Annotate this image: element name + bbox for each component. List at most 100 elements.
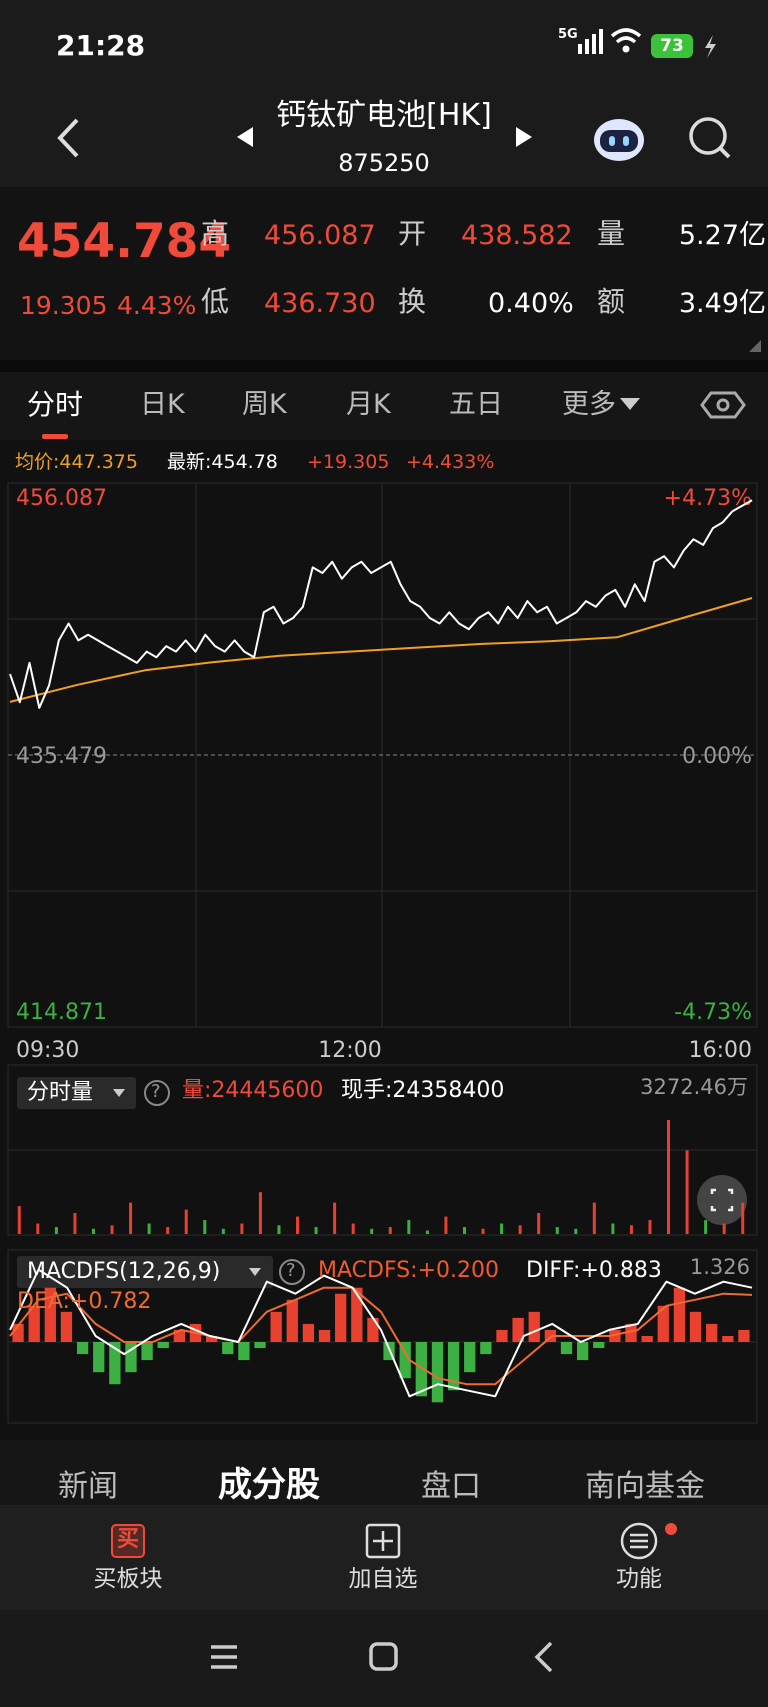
sub-tab[interactable]: 成分股 [218,1465,320,1505]
macd-bar [576,1342,589,1361]
volume-bar [240,1223,244,1234]
macd-bar [738,1329,750,1342]
action-label[interactable]: 功能 [616,1566,662,1592]
macd-bar [722,1335,734,1342]
stat-label: 开 [398,217,427,250]
macd-menu[interactable]: MACDFS(12,26,9) [27,1259,221,1284]
macd-bar [351,1287,363,1342]
last-price: 454.784 [17,214,232,269]
macd-bar [318,1329,331,1342]
stat-label: 低 [201,285,230,318]
latest-price: 最新:454.78 [167,451,278,473]
battery-level: 73 [660,36,684,56]
volume-bar [333,1202,337,1234]
pct-label: 0.00% [682,744,752,769]
volume-max: 3272.46万 [640,1075,748,1099]
stat-value: 436.730 [264,288,376,319]
avg-price: 均价:447.375 [15,451,138,473]
stat-value: 456.087 [264,220,376,251]
volume-bar [555,1227,559,1234]
macd-bar [609,1329,621,1342]
stat-value: 5.27亿 [678,220,766,251]
action-label[interactable]: 加自选 [348,1566,418,1592]
volume-bar [73,1213,77,1234]
volume-bar [314,1227,318,1234]
volume-bar [91,1228,95,1234]
macd-bar [657,1305,669,1342]
volume-bar [611,1223,615,1234]
tab[interactable]: 五日 [449,389,503,420]
pct-label: -4.73% [674,1000,752,1025]
macd-bar [60,1311,73,1342]
volume-bar [685,1150,689,1234]
stat-label: 高 [201,217,230,250]
stock-code: 875250 [338,149,430,177]
tab[interactable]: 分时 [27,388,84,421]
volume-bar [518,1225,522,1234]
sub-tab[interactable]: 盘口 [421,1469,481,1504]
change-pct: +4.433% [406,451,495,473]
buy-icon: 买 [116,1527,139,1552]
volume-bar [444,1216,448,1234]
macd-bar [173,1329,186,1342]
sub-tab[interactable]: 新闻 [58,1469,118,1504]
stat-label: 换 [398,285,427,318]
volume-bar [722,1223,726,1234]
macd-bar [689,1311,702,1342]
stat-label: 量 [597,217,626,250]
macd-bar [286,1299,298,1342]
y-tick-label: 435.479 [16,744,107,769]
volume-bar [407,1220,411,1234]
volume-bar [629,1225,633,1234]
fullscreen-button[interactable] [697,1175,747,1225]
volume-bar [351,1223,355,1234]
volume-menu[interactable]: 分时量 [27,1080,94,1105]
macd-max: 1.326 [689,1255,750,1279]
action-bar [0,1505,768,1610]
macd-bar [383,1342,395,1361]
macd-bar [431,1342,444,1403]
macd-bar [641,1335,653,1342]
stat-value: 0.40% [488,288,574,319]
menu-arrow [249,1268,261,1276]
volume-total: 量:24445600 [182,1078,324,1103]
macd-bar [222,1342,234,1355]
volume-bar [147,1223,151,1234]
pct-label: +4.73% [664,486,752,511]
change: +19.305 [307,451,390,473]
sub-tab[interactable]: 南向基金 [585,1469,705,1504]
sub-tabs [0,1440,768,1505]
macd-bar [270,1311,282,1342]
network-label: 5G [558,27,578,42]
tab[interactable]: 周K [242,389,287,420]
macd-bar [238,1342,250,1361]
stat-value: 438.582 [461,220,573,251]
separator [0,360,768,372]
help[interactable]: ? [151,1081,161,1102]
macd-bar [673,1287,686,1342]
macd-bar [141,1342,153,1361]
macd-bar [125,1342,137,1373]
macd-bar [480,1342,492,1355]
volume-bar [425,1230,429,1234]
line [9,597,753,703]
macd-bar [496,1329,508,1342]
stat-label: 额 [597,285,626,318]
stat-value: 3.49亿 [678,288,766,319]
action-label[interactable]: 买板块 [93,1566,163,1592]
volume-bar [110,1225,114,1234]
macd-bar [593,1342,605,1349]
help[interactable]: ? [286,1260,296,1281]
volume-bar [36,1223,40,1234]
tab[interactable]: 月K [346,389,391,420]
volume-bar [462,1227,466,1234]
tab[interactable]: 日K [140,389,185,420]
volume-bar [500,1223,504,1234]
volume-bar [704,1220,708,1234]
tab[interactable]: 更多 [562,389,616,420]
macd-bar [447,1342,460,1391]
volume-bar [258,1192,262,1234]
volume-bar [129,1202,133,1234]
macd-bar [367,1317,379,1342]
